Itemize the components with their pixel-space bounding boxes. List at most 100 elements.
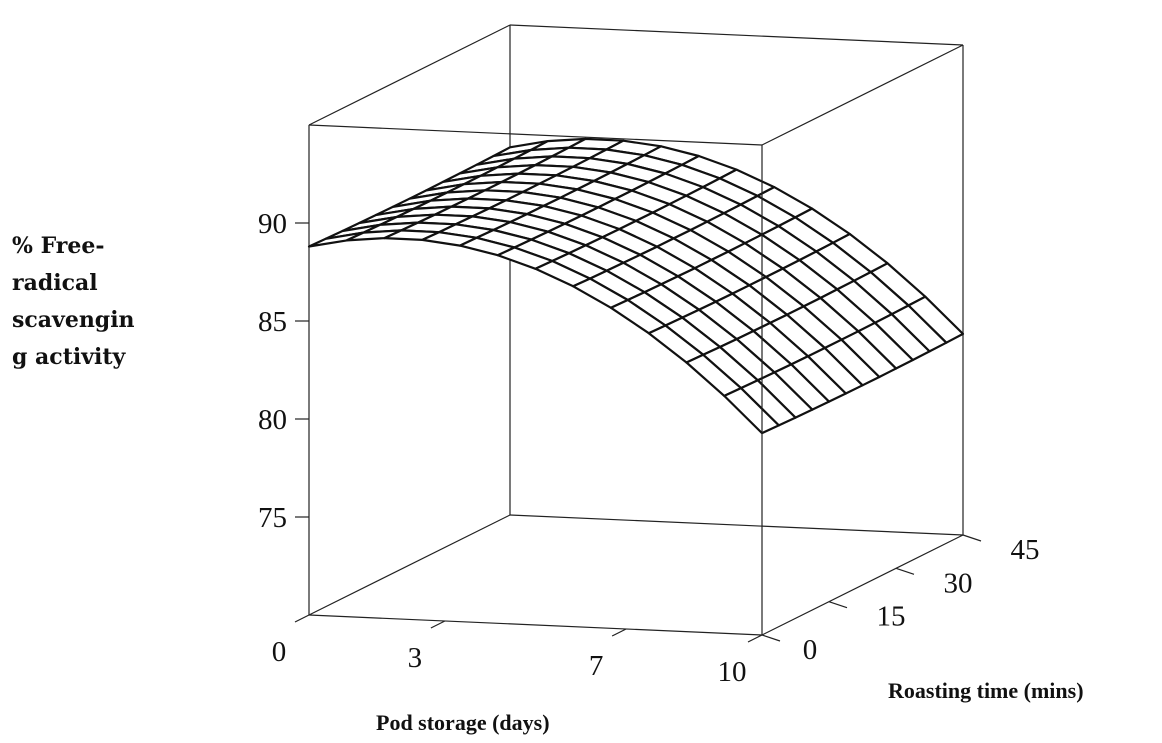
surface-cell-fill bbox=[514, 239, 569, 261]
surface-cell-fill bbox=[573, 158, 628, 173]
surface-cell-fill bbox=[460, 237, 515, 256]
surface-cell-fill bbox=[824, 339, 880, 386]
surface-cell-fill bbox=[514, 147, 569, 159]
surface-cell-fill bbox=[527, 205, 582, 224]
surface-cell-fill bbox=[426, 175, 481, 191]
z-axis-label-line-1: % Free- bbox=[12, 233, 105, 259]
surface-cell-fill bbox=[602, 229, 657, 255]
surface-cell-fill bbox=[803, 298, 859, 340]
surface-cell-fill bbox=[833, 234, 888, 273]
x-tick-label: 7 bbox=[589, 650, 604, 682]
surface-cell-fill bbox=[795, 208, 850, 243]
surface-cell-fill bbox=[741, 380, 796, 426]
surface-cell-fill bbox=[497, 156, 552, 168]
z-tick-label: 85 bbox=[258, 306, 287, 338]
box-edge bbox=[308, 24, 511, 126]
surface-cell-fill bbox=[397, 206, 452, 217]
x-tick bbox=[430, 620, 446, 629]
box-edge bbox=[509, 514, 964, 536]
surface-cell-fill bbox=[585, 237, 641, 263]
box-edge bbox=[308, 124, 763, 146]
surface-cell-fill bbox=[464, 173, 519, 185]
x-tick-label: 0 bbox=[272, 636, 287, 668]
surface-cell-fill bbox=[447, 182, 502, 193]
surface-cell-fill bbox=[707, 213, 762, 244]
surface-cell-fill bbox=[342, 216, 397, 231]
z-axis-label-line-2: radical bbox=[12, 270, 98, 296]
surface-cell-fill bbox=[577, 181, 632, 199]
surface-cell bbox=[723, 387, 780, 435]
surface-cell-fill bbox=[380, 214, 435, 225]
surface-cell-fill bbox=[598, 199, 653, 221]
surface-cell-fill bbox=[589, 149, 645, 164]
surface-cell-fill bbox=[443, 167, 498, 182]
surface-cell-fill bbox=[611, 300, 666, 334]
surface-cell-fill bbox=[715, 293, 771, 331]
surface-cell-fill bbox=[480, 165, 536, 176]
surface-cell-fill bbox=[325, 224, 381, 239]
surface-cell-fill bbox=[455, 216, 511, 230]
y-tick bbox=[761, 634, 781, 642]
surface-cell-fill bbox=[581, 207, 636, 230]
y-tick-label: 45 bbox=[1011, 534, 1040, 566]
surface-cell-fill bbox=[719, 169, 775, 196]
surface-cell-fill bbox=[665, 317, 720, 355]
surface-cell-fill bbox=[497, 247, 553, 269]
surface-cell-fill bbox=[841, 331, 896, 377]
surface-cell-fill bbox=[875, 314, 930, 360]
box-edge bbox=[509, 24, 964, 46]
surface-cell-fill bbox=[799, 251, 854, 290]
surface-cell-fill bbox=[531, 138, 586, 150]
surface-cell-fill bbox=[816, 242, 871, 281]
surface-cell-fill bbox=[757, 187, 812, 218]
surface-cell-fill bbox=[606, 262, 662, 293]
surface-cell-fill bbox=[560, 189, 615, 208]
surface-cell-fill bbox=[510, 214, 565, 232]
surface-cell-fill bbox=[648, 325, 704, 363]
surface-cell-fill bbox=[556, 166, 611, 181]
surface-cell-fill bbox=[648, 173, 703, 196]
surface-cell-fill bbox=[309, 232, 364, 247]
surface-cell-fill bbox=[682, 156, 737, 179]
surface-cell-fill bbox=[619, 220, 674, 247]
surface-cell-fill bbox=[493, 222, 548, 240]
surface-cell-fill bbox=[753, 322, 808, 365]
x-tick-label: 3 bbox=[408, 642, 423, 674]
surface-cell-fill bbox=[694, 259, 750, 294]
surface-cell-fill bbox=[644, 146, 699, 165]
surface-cell-fill bbox=[636, 212, 691, 239]
surface-cell-fill bbox=[787, 306, 842, 348]
surface-cell-fill bbox=[745, 234, 800, 269]
surface-cell-fill bbox=[870, 263, 926, 306]
surface-cell-fill bbox=[720, 339, 775, 381]
x-tick-label: 10 bbox=[718, 656, 747, 688]
surface-cell-fill bbox=[539, 175, 594, 190]
surface-cell-fill bbox=[778, 217, 833, 252]
z-axis-label-line-3: scavengin bbox=[12, 307, 135, 333]
surface-cell-fill bbox=[774, 364, 829, 410]
box-edge bbox=[308, 514, 511, 616]
surface-cell-fill bbox=[736, 331, 792, 373]
surface-cell-fill bbox=[757, 372, 813, 418]
surface-cell-fill bbox=[493, 141, 548, 157]
box-edge bbox=[308, 614, 763, 636]
surface-cell-fill bbox=[640, 246, 695, 277]
surface-cell-fill bbox=[770, 314, 825, 357]
surface-cell-fill bbox=[627, 155, 682, 174]
surface-cell-fill bbox=[564, 215, 620, 238]
z-axis-label-line-4: g activity bbox=[12, 344, 127, 370]
surface-cell-fill bbox=[506, 192, 561, 206]
box-edge bbox=[761, 44, 964, 146]
surface-cell-fill bbox=[476, 230, 532, 248]
surface-cell-fill bbox=[489, 200, 544, 215]
surface-cell-fill bbox=[631, 182, 687, 205]
surface-cell-fill bbox=[782, 260, 838, 298]
surface-cell-fill bbox=[749, 277, 804, 315]
x-tick bbox=[747, 634, 763, 643]
surface-cell-fill bbox=[661, 276, 716, 310]
surface-cell-fill bbox=[652, 204, 708, 231]
surface-cell-fill bbox=[392, 192, 448, 207]
y-tick-label: 30 bbox=[944, 567, 973, 599]
